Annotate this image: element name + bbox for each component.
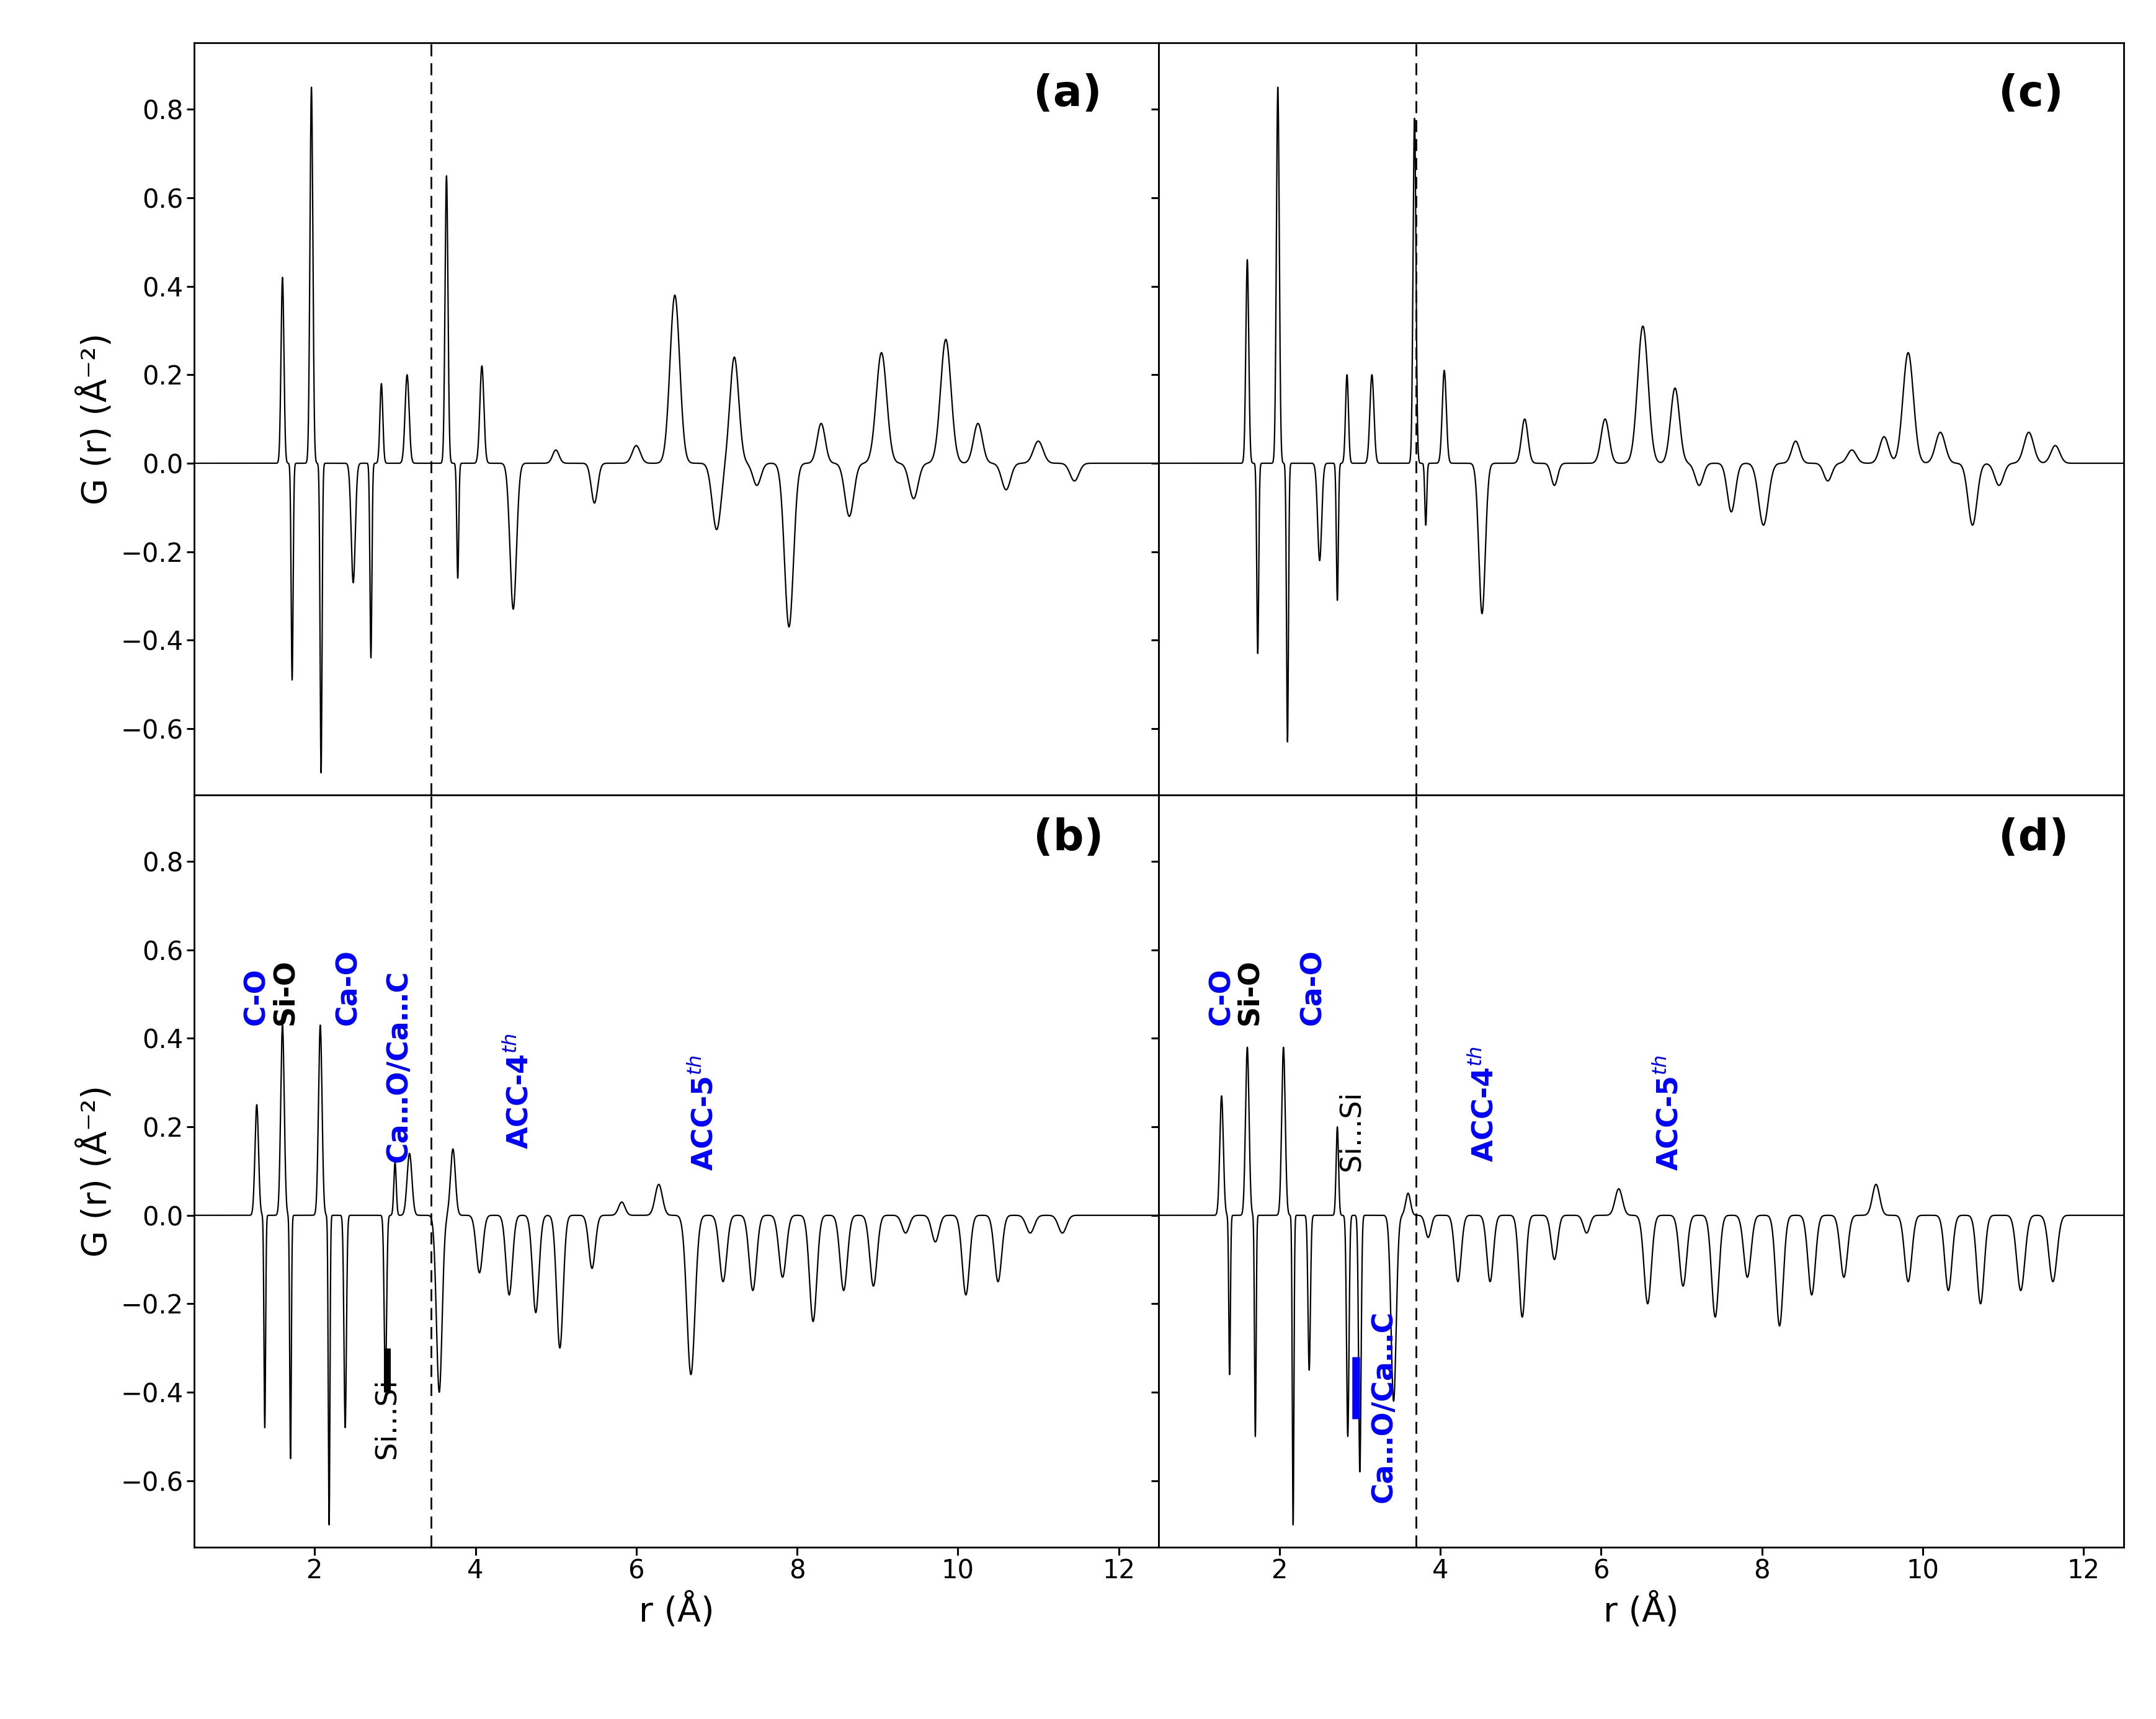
Text: Ca…O/Ca…C: Ca…O/Ca…C — [1369, 1310, 1397, 1502]
Text: Ca-O: Ca-O — [334, 949, 362, 1025]
Text: ACC-4$^{th}$: ACC-4$^{th}$ — [1470, 1047, 1498, 1162]
Text: Si-O: Si-O — [272, 959, 300, 1025]
Text: (a): (a) — [1033, 74, 1102, 115]
Y-axis label: G (r) (Å⁻²): G (r) (Å⁻²) — [78, 333, 114, 505]
X-axis label: r (Å): r (Å) — [1604, 1592, 1680, 1630]
X-axis label: r (Å): r (Å) — [638, 1592, 714, 1630]
Text: (c): (c) — [1999, 74, 2063, 115]
Text: (d): (d) — [1999, 818, 2068, 859]
Text: Si…Si: Si…Si — [373, 1379, 401, 1459]
Text: Si…Si: Si…Si — [1339, 1092, 1365, 1171]
Y-axis label: G (r) (Å⁻²): G (r) (Å⁻²) — [78, 1085, 114, 1257]
Text: ACC-4$^{th}$: ACC-4$^{th}$ — [505, 1033, 535, 1148]
Text: C-O: C-O — [1207, 968, 1235, 1025]
Text: Si-O: Si-O — [1235, 959, 1263, 1025]
Text: (b): (b) — [1033, 818, 1104, 859]
Text: ACC-5$^{th}$: ACC-5$^{th}$ — [1656, 1055, 1684, 1171]
Text: C-O: C-O — [244, 968, 272, 1025]
Text: Ca…O/Ca…C: Ca…O/Ca…C — [386, 970, 414, 1162]
Text: ACC-5$^{th}$: ACC-5$^{th}$ — [690, 1055, 718, 1171]
Text: Ca-O: Ca-O — [1300, 949, 1328, 1025]
